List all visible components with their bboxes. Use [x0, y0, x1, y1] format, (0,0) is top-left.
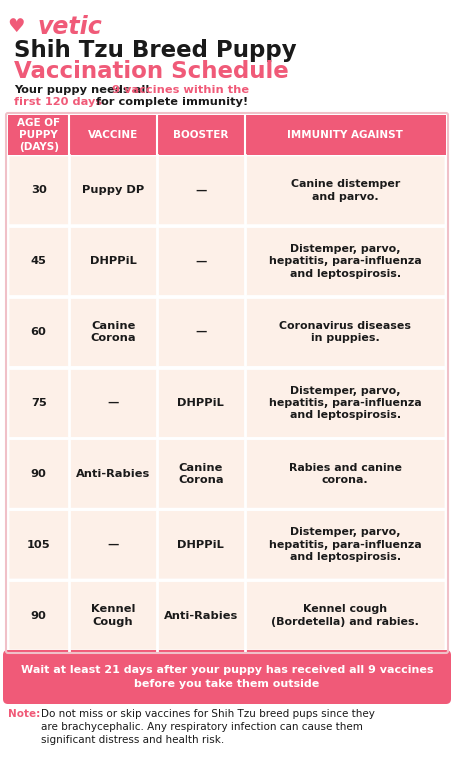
- Text: 75: 75: [31, 398, 47, 408]
- Text: Anti-Rabies: Anti-Rabies: [76, 469, 150, 479]
- Text: Canine
Corona: Canine Corona: [90, 321, 136, 343]
- FancyBboxPatch shape: [8, 297, 446, 368]
- Text: Anti-Rabies: Anti-Rabies: [163, 611, 238, 621]
- Text: 30: 30: [31, 185, 47, 195]
- Text: ♥: ♥: [7, 18, 25, 36]
- Text: Distemper, parvo,
hepatitis, para-influenza
and leptospirosis.: Distemper, parvo, hepatitis, para-influe…: [269, 244, 422, 278]
- Text: Canine distemper
and parvo.: Canine distemper and parvo.: [291, 179, 400, 201]
- Text: Canine
Corona: Canine Corona: [178, 463, 223, 485]
- Text: vetic: vetic: [38, 15, 103, 39]
- Text: DHPPiL: DHPPiL: [178, 398, 224, 408]
- FancyBboxPatch shape: [8, 155, 446, 226]
- Text: 105: 105: [27, 540, 50, 550]
- Text: VACCINE: VACCINE: [88, 130, 138, 140]
- Text: —: —: [108, 540, 119, 550]
- Text: Do not miss or skip vaccines for Shih Tzu breed pups since they
are brachycephal: Do not miss or skip vaccines for Shih Tz…: [41, 709, 375, 745]
- Text: DHPPiL: DHPPiL: [178, 540, 224, 550]
- Text: —: —: [195, 185, 207, 195]
- Text: —: —: [108, 398, 119, 408]
- Text: 90: 90: [31, 611, 47, 621]
- FancyBboxPatch shape: [8, 580, 446, 651]
- Text: 60: 60: [31, 327, 47, 337]
- Text: 9 vaccines within the: 9 vaccines within the: [112, 85, 249, 95]
- Text: Rabies and canine
corona.: Rabies and canine corona.: [289, 463, 402, 485]
- FancyBboxPatch shape: [8, 368, 446, 438]
- Text: Coronavirus diseases
in puppies.: Coronavirus diseases in puppies.: [279, 321, 411, 343]
- Text: Distemper, parvo,
hepatitis, para-influenza
and leptospirosis.: Distemper, parvo, hepatitis, para-influe…: [269, 528, 422, 562]
- Text: DHPPiL: DHPPiL: [90, 256, 137, 266]
- Text: Wait at least 21 days after your puppy has received all 9 vaccines
before you ta: Wait at least 21 days after your puppy h…: [21, 665, 433, 688]
- Text: IMMUNITY AGAINST: IMMUNITY AGAINST: [287, 130, 403, 140]
- Text: 90: 90: [31, 469, 47, 479]
- Text: Your puppy needs all: Your puppy needs all: [14, 85, 153, 95]
- Text: Puppy DP: Puppy DP: [82, 185, 144, 195]
- FancyBboxPatch shape: [8, 438, 446, 509]
- Text: first 120 days: first 120 days: [14, 97, 102, 107]
- Text: Kennel
Cough: Kennel Cough: [91, 604, 135, 627]
- Text: Distemper, parvo,
hepatitis, para-influenza
and leptospirosis.: Distemper, parvo, hepatitis, para-influe…: [269, 385, 422, 421]
- Text: Kennel cough
(Bordetella) and rabies.: Kennel cough (Bordetella) and rabies.: [271, 604, 419, 627]
- FancyBboxPatch shape: [8, 115, 446, 155]
- Text: AGE OF
PUPPY
(DAYS): AGE OF PUPPY (DAYS): [17, 118, 60, 152]
- FancyBboxPatch shape: [3, 650, 451, 704]
- Text: —: —: [195, 256, 207, 266]
- Text: BOOSTER: BOOSTER: [173, 130, 228, 140]
- Text: Note:: Note:: [8, 709, 40, 719]
- FancyBboxPatch shape: [8, 509, 446, 580]
- Text: 45: 45: [31, 256, 47, 266]
- Text: Vaccination Schedule: Vaccination Schedule: [14, 59, 289, 82]
- Text: for complete immunity!: for complete immunity!: [92, 97, 248, 107]
- Text: —: —: [195, 327, 207, 337]
- FancyBboxPatch shape: [8, 226, 446, 297]
- Text: Shih Tzu Breed Puppy: Shih Tzu Breed Puppy: [14, 39, 296, 62]
